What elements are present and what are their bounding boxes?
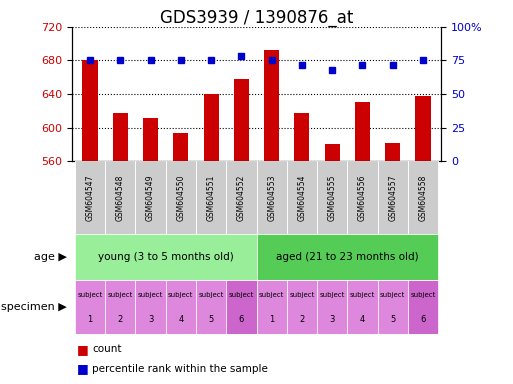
Text: 2: 2 bbox=[299, 314, 305, 324]
Text: young (3 to 5 months old): young (3 to 5 months old) bbox=[98, 252, 233, 262]
Text: subject: subject bbox=[108, 292, 133, 298]
Bar bbox=[355, 103, 370, 161]
Bar bbox=[113, 113, 128, 161]
Text: 3: 3 bbox=[148, 314, 153, 324]
Bar bbox=[204, 94, 219, 161]
Bar bbox=[196, 280, 226, 334]
Text: subject: subject bbox=[77, 292, 103, 298]
Bar bbox=[408, 280, 438, 334]
Text: 1: 1 bbox=[87, 314, 93, 324]
Text: 6: 6 bbox=[239, 314, 244, 324]
Text: 1: 1 bbox=[269, 314, 274, 324]
Text: percentile rank within the sample: percentile rank within the sample bbox=[92, 364, 268, 374]
Bar bbox=[287, 280, 317, 334]
Bar bbox=[75, 280, 105, 334]
Text: subject: subject bbox=[350, 292, 375, 298]
Bar bbox=[378, 161, 408, 234]
Text: 2: 2 bbox=[117, 314, 123, 324]
Text: GSM604554: GSM604554 bbox=[298, 174, 306, 221]
Text: subject: subject bbox=[380, 292, 405, 298]
Bar bbox=[75, 234, 256, 280]
Text: age ▶: age ▶ bbox=[34, 252, 67, 262]
Text: aged (21 to 23 months old): aged (21 to 23 months old) bbox=[276, 252, 419, 262]
Title: GDS3939 / 1390876_at: GDS3939 / 1390876_at bbox=[160, 9, 353, 27]
Bar bbox=[226, 280, 256, 334]
Bar bbox=[408, 161, 438, 234]
Text: GSM604551: GSM604551 bbox=[207, 175, 215, 221]
Text: subject: subject bbox=[259, 292, 284, 298]
Bar bbox=[287, 161, 317, 234]
Text: 3: 3 bbox=[329, 314, 335, 324]
Text: 6: 6 bbox=[420, 314, 426, 324]
Text: GSM604553: GSM604553 bbox=[267, 174, 276, 221]
Text: 5: 5 bbox=[208, 314, 214, 324]
Bar bbox=[234, 79, 249, 161]
Text: subject: subject bbox=[168, 292, 193, 298]
Bar bbox=[75, 161, 105, 234]
Bar bbox=[135, 280, 166, 334]
Text: subject: subject bbox=[410, 292, 436, 298]
Bar bbox=[256, 234, 438, 280]
Bar bbox=[105, 161, 135, 234]
Text: 5: 5 bbox=[390, 314, 396, 324]
Bar bbox=[135, 161, 166, 234]
Bar bbox=[416, 96, 430, 161]
Bar bbox=[166, 161, 196, 234]
Text: 4: 4 bbox=[178, 314, 184, 324]
Text: GSM604549: GSM604549 bbox=[146, 174, 155, 221]
Text: GSM604547: GSM604547 bbox=[86, 174, 94, 221]
Bar bbox=[325, 144, 340, 161]
Bar bbox=[317, 161, 347, 234]
Bar bbox=[317, 280, 347, 334]
Text: ■: ■ bbox=[77, 362, 89, 375]
Bar bbox=[196, 161, 226, 234]
Bar bbox=[294, 113, 309, 161]
Bar bbox=[378, 280, 408, 334]
Text: GSM604556: GSM604556 bbox=[358, 174, 367, 221]
Bar bbox=[264, 50, 279, 161]
Text: GSM604550: GSM604550 bbox=[176, 174, 185, 221]
Text: subject: subject bbox=[289, 292, 314, 298]
Text: subject: subject bbox=[138, 292, 163, 298]
Text: count: count bbox=[92, 344, 122, 354]
Text: specimen ▶: specimen ▶ bbox=[1, 302, 67, 312]
Bar bbox=[385, 143, 400, 161]
Bar bbox=[83, 60, 97, 161]
Bar bbox=[105, 280, 135, 334]
Text: GSM604557: GSM604557 bbox=[388, 174, 397, 221]
Text: GSM604552: GSM604552 bbox=[237, 175, 246, 221]
Text: GSM604558: GSM604558 bbox=[419, 175, 427, 221]
Text: subject: subject bbox=[320, 292, 345, 298]
Text: ■: ■ bbox=[77, 343, 89, 356]
Bar bbox=[256, 280, 287, 334]
Text: GSM604548: GSM604548 bbox=[116, 175, 125, 221]
Text: subject: subject bbox=[199, 292, 224, 298]
Bar bbox=[143, 118, 158, 161]
Bar bbox=[347, 280, 378, 334]
Text: 4: 4 bbox=[360, 314, 365, 324]
Bar bbox=[166, 280, 196, 334]
Text: subject: subject bbox=[229, 292, 254, 298]
Bar bbox=[173, 133, 188, 161]
Bar bbox=[347, 161, 378, 234]
Text: GSM604555: GSM604555 bbox=[328, 174, 337, 221]
Bar bbox=[256, 161, 287, 234]
Bar bbox=[226, 161, 256, 234]
